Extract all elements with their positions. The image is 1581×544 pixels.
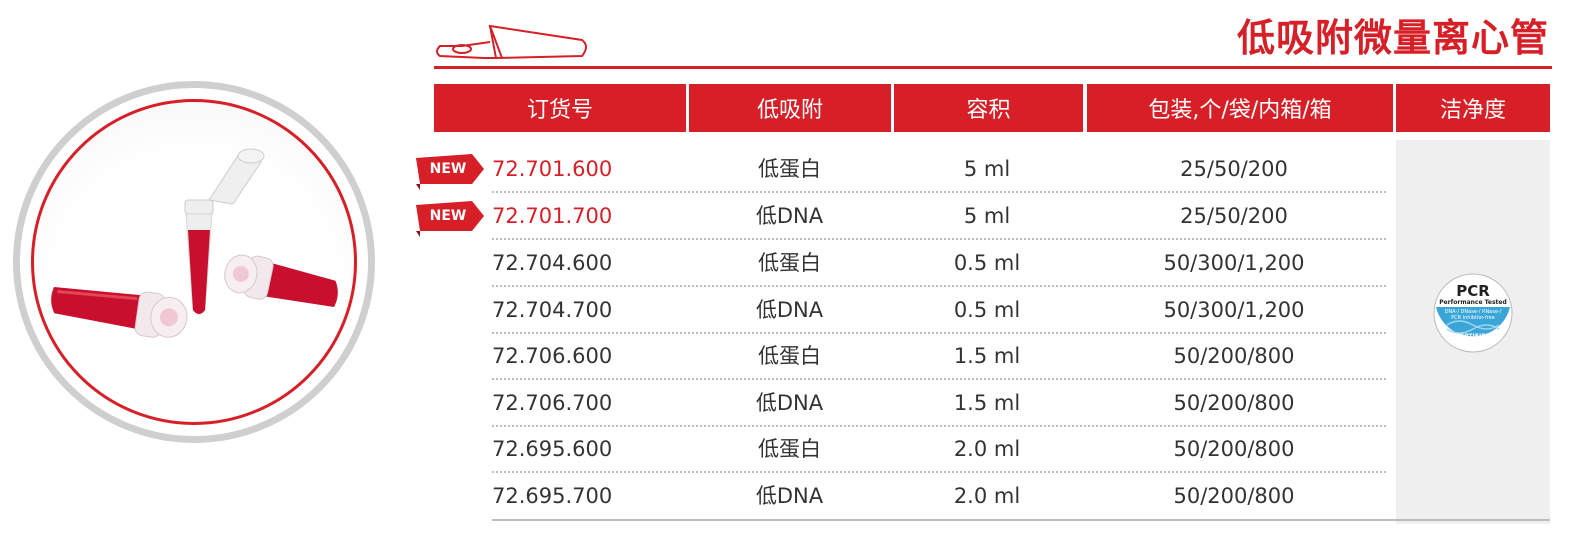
row-divider [492, 238, 1386, 240]
ribbon-icon [416, 154, 484, 190]
pcr-certified-badge: PCR Performance Tested DNA-/ DNase-/ RNa… [1433, 273, 1513, 353]
pcr-badge-subtitle: Performance Tested [1439, 299, 1507, 306]
order-number: 72.695.600 [492, 437, 613, 461]
tube-outline-icon [436, 24, 587, 60]
new-badge-label: NEW [429, 208, 467, 224]
pcr-badge-free-text: DNA-/ DNase-/ RNase-/ PCR inhibitor-free [1444, 309, 1502, 321]
pcr-badge-certified: CERTIFIED [1455, 333, 1491, 340]
table-row: 72.704.600 低蛋白 0.5 ml 50/300/1,200 [492, 241, 1386, 287]
microcentrifuge-tubes-image [51, 148, 338, 338]
row-divider [492, 471, 1386, 473]
order-number: 72.695.700 [492, 484, 613, 508]
packing: 50/200/800 [1173, 344, 1295, 368]
title-divider [434, 66, 1552, 69]
packing: 25/50/200 [1180, 157, 1288, 181]
binding-type: 低DNA [755, 391, 824, 415]
header-low-binding: 低吸附 [689, 84, 891, 132]
table-row: 72.701.600 低蛋白 5 ml 25/50/200 [492, 147, 1386, 193]
row-divider [492, 332, 1386, 334]
packing: 50/200/800 [1173, 437, 1295, 461]
binding-type: 低蛋白 [758, 251, 821, 275]
row-divider [492, 425, 1386, 427]
header-volume: 容积 [894, 84, 1083, 132]
binding-type: 低DNA [755, 204, 824, 228]
volume: 2.0 ml [953, 484, 1021, 508]
volume: 0.5 ml [953, 251, 1021, 275]
order-number: 72.701.600 [492, 157, 613, 181]
new-badge: NEW [414, 154, 486, 190]
binding-type: 低DNA [755, 484, 824, 508]
new-badge: NEW [414, 201, 486, 237]
table-row: 72.695.700 低DNA 2.0 ml 50/200/800 [492, 474, 1386, 520]
volume: 0.5 ml [953, 298, 1021, 322]
packing: 25/50/200 [1180, 204, 1288, 228]
binding-type: 低蛋白 [758, 344, 821, 368]
order-number: 72.706.600 [492, 344, 613, 368]
volume: 1.5 ml [953, 391, 1021, 415]
packing: 50/300/1,200 [1163, 251, 1305, 275]
order-number: 72.704.600 [492, 251, 613, 275]
table-bottom-rule [492, 519, 1550, 521]
volume: 1.5 ml [953, 344, 1021, 368]
packing: 50/200/800 [1173, 391, 1295, 415]
table-row: 72.695.600 低蛋白 2.0 ml 50/200/800 [492, 427, 1386, 473]
packing: 50/300/1,200 [1163, 298, 1305, 322]
table-row: 72.701.700 低DNA 5 ml 25/50/200 [492, 194, 1386, 240]
binding-type: 低蛋白 [758, 437, 821, 461]
table-row: 72.706.600 低蛋白 1.5 ml 50/200/800 [492, 334, 1386, 380]
binding-type: 低DNA [755, 298, 824, 322]
header-order-number: 订货号 [434, 84, 686, 132]
row-divider [492, 285, 1386, 287]
pcr-seal-icon [1433, 273, 1513, 353]
order-number: 72.706.700 [492, 391, 613, 415]
table-row: 72.706.700 低DNA 1.5 ml 50/200/800 [492, 381, 1386, 427]
header-purity: 洁净度 [1396, 84, 1550, 132]
ribbon-icon [416, 201, 484, 237]
table-row: 72.704.700 低DNA 0.5 ml 50/300/1,200 [492, 288, 1386, 334]
volume: 5 ml [963, 204, 1011, 228]
header-packing: 包装,个/袋/内箱/箱 [1087, 84, 1393, 132]
page-title: 低吸附微量离心管 [1236, 16, 1549, 60]
order-number: 72.701.700 [492, 204, 613, 228]
volume: 5 ml [963, 157, 1011, 181]
volume: 2.0 ml [953, 437, 1021, 461]
product-photo [31, 99, 357, 425]
row-divider [492, 378, 1386, 380]
binding-type: 低蛋白 [758, 157, 821, 181]
new-badge-label: NEW [429, 161, 467, 177]
pcr-badge-title: PCR [1456, 282, 1490, 300]
row-divider [492, 191, 1386, 193]
order-number: 72.704.700 [492, 298, 613, 322]
packing: 50/200/800 [1173, 484, 1295, 508]
